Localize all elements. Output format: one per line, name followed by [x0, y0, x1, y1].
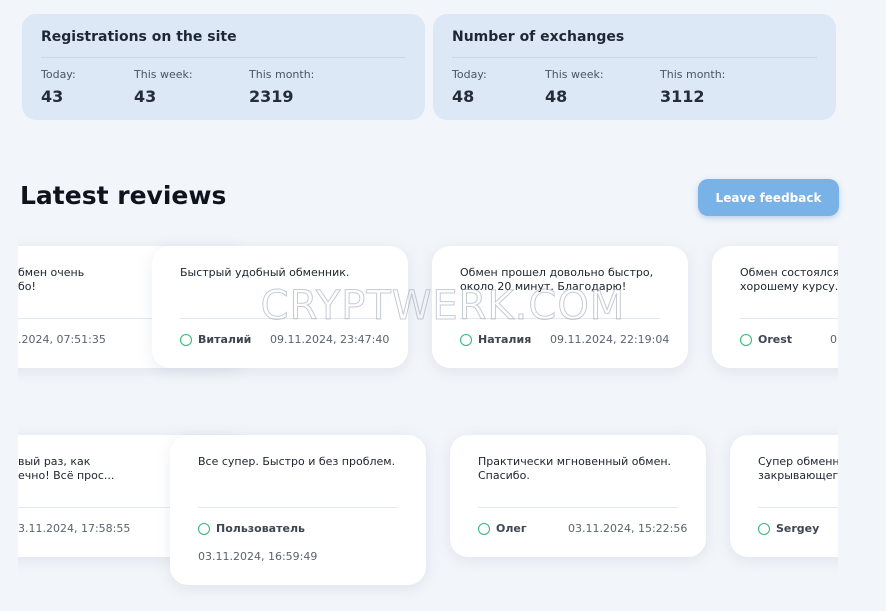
stat-label: Today: [452, 68, 487, 81]
divider [180, 318, 380, 319]
user-icon [478, 523, 490, 535]
divider [758, 507, 838, 508]
review-text: бо! [18, 280, 36, 293]
review-text: Все супер. Быстро и без проблем. [198, 455, 396, 468]
review-date: .2024, 07:51:35 [18, 333, 106, 346]
review-text: Практически мгновенный обмен. [478, 455, 672, 468]
review-text: Супер обменн [758, 455, 838, 468]
stat-value: 48 [452, 87, 475, 106]
section-title: Latest reviews [20, 181, 227, 210]
stat-label: This month: [249, 68, 315, 81]
divider [478, 507, 678, 508]
review-date: 09.11.2024, 23:47:40 [270, 333, 390, 346]
stat-value: 2319 [249, 87, 294, 106]
review-text: Спасибо. [478, 469, 530, 482]
review-card: Супер обменн закрывающего Sergey [730, 435, 838, 557]
review-text: Обмен состоялся [740, 266, 838, 279]
stat-label: Today: [41, 68, 76, 81]
user-icon [180, 334, 192, 346]
stat-label: This week: [134, 68, 193, 81]
divider [460, 318, 660, 319]
review-text: Обмен прошел довольно быстро, [460, 266, 654, 279]
stat-label: This month: [660, 68, 726, 81]
stat-value: 48 [545, 87, 568, 106]
review-text: ечно! Всё прос... [18, 469, 115, 482]
review-author: Олег [496, 522, 527, 535]
review-date: 03.11.2024, 15:22:56 [568, 522, 688, 535]
divider [41, 57, 406, 58]
review-text: около 20 минут. Благодарю! [460, 280, 627, 293]
review-author: Наталия [478, 333, 532, 346]
review-author: Пользователь [216, 522, 305, 535]
panel-title: Registrations on the site [41, 29, 237, 45]
stat-label: This week: [545, 68, 604, 81]
review-author: Orest [758, 333, 793, 346]
review-card: Обмен состоялся хорошему курсу.. Orest 0 [712, 246, 838, 368]
user-icon [198, 523, 210, 535]
stats-panel: Number of exchanges Today: 48 This week: 48 T… [433, 14, 836, 120]
divider [18, 507, 218, 508]
divider [198, 507, 398, 508]
leave-feedback-button[interactable]: Leave feedback [698, 179, 839, 216]
stat-value: 3112 [660, 87, 705, 106]
review-text: вый раз, как [18, 455, 91, 468]
watermark: CRYPTWERK.COM [260, 283, 626, 330]
review-text: Быстрый удобный обменник. [180, 266, 350, 279]
review-card: Быстрый удобный обменник. Виталий 09.11.20… [152, 246, 408, 368]
user-icon [740, 334, 752, 346]
review-card: Обмен прошел довольно быстро, около 20 ми… [432, 246, 688, 368]
review-author: Виталий [198, 333, 252, 346]
review-text: закрывающего [758, 469, 838, 482]
user-icon [460, 334, 472, 346]
divider [740, 318, 838, 319]
divider [452, 57, 817, 58]
panel-title: Number of exchanges [452, 29, 625, 45]
review-date: 3.11.2024, 17:58:55 [18, 522, 131, 535]
divider [18, 318, 218, 319]
review-card: Все супер. Быстро и без проблем. Пользова… [170, 435, 426, 585]
review-date: 0 [830, 333, 837, 346]
review-author: Sergey [776, 522, 820, 535]
reviews-carousel: бмен очень бо! .2024, 07:51:35 Быстрый удоб… [18, 230, 838, 611]
stat-value: 43 [134, 87, 157, 106]
review-text: хорошему курсу.. [740, 280, 838, 293]
stat-value: 43 [41, 87, 64, 106]
user-icon [758, 523, 770, 535]
review-card: Практически мгновенный обмен. Спасибо. Оле… [450, 435, 706, 557]
review-date: 03.11.2024, 16:59:49 [198, 550, 318, 563]
review-text: бмен очень [18, 266, 85, 279]
stats-panel: Registrations on the site Today: 43 This we… [22, 14, 425, 120]
review-date: 09.11.2024, 22:19:04 [550, 333, 670, 346]
